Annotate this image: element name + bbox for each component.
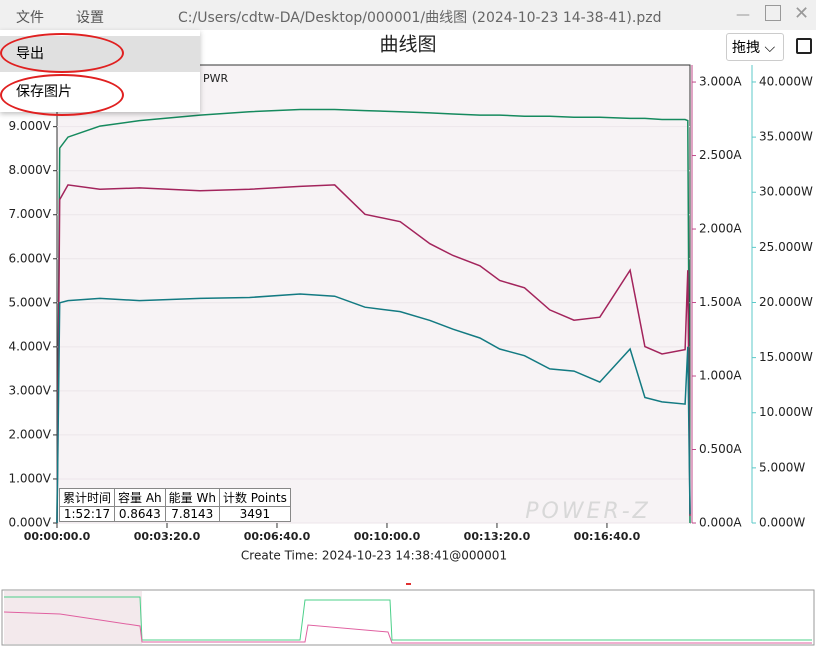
series-line bbox=[56, 108, 691, 524]
menu-file[interactable]: 文件 bbox=[16, 10, 44, 26]
x-tick-label: 00:16:40.0 bbox=[574, 530, 641, 543]
overview-trace bbox=[4, 596, 812, 641]
x-tick-label: 00:00:00.0 bbox=[24, 530, 91, 543]
y2-tick-label: 2.000A bbox=[699, 222, 742, 236]
summary-table: 累计时间 容量 Ah 能量 Wh 计数 Points 1:52:17 0.8643 7.8… bbox=[58, 488, 291, 522]
x-tick-label: 00:06:40.0 bbox=[244, 530, 311, 543]
overview-range bbox=[4, 591, 142, 644]
y-tick-label: 2.000V bbox=[8, 427, 51, 441]
cell: 1:52:17 bbox=[58, 506, 116, 522]
y-tick-label: 3.000V bbox=[8, 383, 51, 397]
cell: 3491 bbox=[218, 506, 291, 522]
header: 容量 Ah bbox=[114, 488, 166, 507]
y3-tick-label: 15.000W bbox=[759, 350, 813, 364]
y2-tick-label: 2.500A bbox=[699, 148, 742, 162]
y3-tick-label: 5.000W bbox=[759, 460, 805, 474]
y-tick-label: 0.000V bbox=[8, 516, 51, 530]
window-title: C:/Users/cdtw-DA/Desktop/000001/曲线图 (202… bbox=[178, 10, 662, 26]
x-tick-label: 00:10:00.0 bbox=[354, 530, 421, 543]
y-tick-label: 5.000V bbox=[8, 295, 51, 309]
y3-tick-label: 30.000W bbox=[759, 185, 813, 199]
header: 计数 Points bbox=[218, 488, 291, 507]
legend-label: PWR bbox=[203, 72, 229, 85]
mode-select[interactable]: 拖拽 ⌵ bbox=[726, 33, 784, 61]
y3-tick-label: 35.000W bbox=[759, 130, 813, 144]
maximize[interactable] bbox=[765, 5, 781, 21]
cell: 0.8643 bbox=[114, 506, 166, 522]
x-tick-label: 00:03:20.0 bbox=[134, 530, 201, 543]
header: 能量 Wh bbox=[164, 488, 220, 507]
y3-tick-label: 25.000W bbox=[759, 240, 813, 254]
header: 累计时间 bbox=[58, 488, 116, 507]
plot-area bbox=[56, 64, 691, 524]
y-tick-label: 7.000V bbox=[8, 207, 51, 221]
highlight bbox=[0, 74, 124, 116]
y2-tick-label: 1.000A bbox=[699, 369, 742, 383]
close[interactable]: ✕ bbox=[794, 3, 810, 24]
y3-tick-label: 0.000W bbox=[759, 516, 805, 530]
x-tick-label: 00:13:20.0 bbox=[464, 530, 531, 543]
y2-tick-label: 0.000A bbox=[699, 516, 742, 530]
y-tick-label: 1.000V bbox=[8, 471, 51, 485]
mode-label: 拖拽 bbox=[732, 40, 760, 56]
minimize[interactable]: — bbox=[736, 7, 750, 23]
y2-tick-label: 3.000A bbox=[699, 75, 742, 89]
y-tick-label: 8.000V bbox=[8, 163, 51, 177]
overview-trace bbox=[3, 611, 812, 644]
y3-tick-label: 40.000W bbox=[759, 74, 813, 88]
x-axis-label: Create Time: 2024-10-23 14:38:41@000001 bbox=[241, 549, 507, 563]
chart-title: 曲线图 bbox=[379, 34, 436, 56]
cell: 7.8143 bbox=[164, 506, 220, 522]
menu-bar: 文件 设置 C:/Users/cdtw-DA/Desktop/000001/曲线… bbox=[0, 0, 816, 30]
y2-tick-label: 0.500A bbox=[699, 442, 742, 456]
highlight bbox=[0, 33, 124, 73]
watermark: POWER-Z bbox=[525, 499, 651, 524]
series-line bbox=[56, 293, 691, 524]
panel-toggle[interactable] bbox=[796, 38, 812, 54]
y2-tick-label: 1.500A bbox=[699, 295, 742, 309]
series-line bbox=[56, 184, 691, 524]
y-tick-label: 4.000V bbox=[8, 339, 51, 353]
y-tick-label: 9.000V bbox=[8, 119, 51, 133]
y3-tick-label: 20.000W bbox=[759, 295, 813, 309]
y3-tick-label: 10.000W bbox=[759, 405, 813, 419]
y-tick-label: 6.000V bbox=[8, 251, 51, 265]
menu-settings[interactable]: 设置 bbox=[76, 10, 104, 26]
